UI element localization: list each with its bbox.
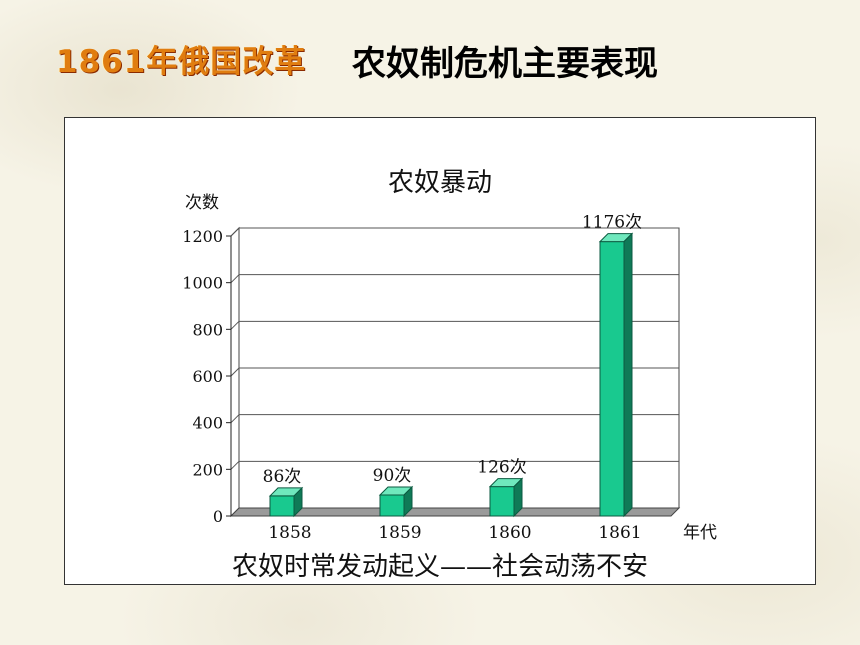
bar-value-label: 126次 xyxy=(477,458,526,478)
y-tick-label: 1000 xyxy=(182,274,223,293)
slide-topic: 1861年俄国改革 xyxy=(56,44,307,80)
bar-side xyxy=(403,485,413,518)
y-tick-label: 200 xyxy=(192,460,223,479)
x-tick-label: 1861 xyxy=(598,523,641,543)
bar xyxy=(379,494,405,517)
gridline-diagonal xyxy=(230,320,240,330)
x-tick-label: 1858 xyxy=(268,523,311,543)
gridline-diagonal xyxy=(230,367,240,377)
y-tick-label: 0 xyxy=(213,507,223,526)
x-tick-label: 1860 xyxy=(488,523,531,543)
bar xyxy=(599,241,625,517)
chart-caption: 农奴时常发动起义——社会动荡不安 xyxy=(231,552,648,582)
x-tick-label: 1859 xyxy=(378,523,421,543)
y-tick-label: 600 xyxy=(192,367,223,386)
bar-value-label: 86次 xyxy=(263,467,302,487)
y-tick-label: 1200 xyxy=(182,227,223,246)
x-axis-label: 年代 xyxy=(683,523,717,543)
y-axis-label: 次数 xyxy=(185,193,219,213)
y-tick-label: 800 xyxy=(192,320,223,339)
chart-title: 农奴暴动 xyxy=(387,168,492,198)
bar xyxy=(489,486,515,517)
bar-value-label: 1176次 xyxy=(582,213,642,233)
gridline-diagonal xyxy=(230,227,240,237)
bar-side xyxy=(513,477,523,518)
gridline-diagonal xyxy=(230,414,240,424)
bar-side xyxy=(623,232,633,518)
bar-chart: 0 200 400 600 800 1000 1200 86次 1858 90次 1859 126次 1… xyxy=(182,213,681,543)
bar-value-label: 90次 xyxy=(373,466,412,486)
gridline-diagonal xyxy=(230,460,240,470)
bar xyxy=(269,495,295,517)
slide-title: 农奴制危机主要表现 xyxy=(352,44,658,84)
gridline-diagonal xyxy=(230,274,240,284)
chart-frame: 0 200 400 600 800 1000 1200 86次 1858 90次 1859 126次 1… xyxy=(64,117,816,585)
chart-floor xyxy=(229,507,681,517)
bar-side xyxy=(293,486,303,518)
y-tick-label: 400 xyxy=(192,414,223,433)
